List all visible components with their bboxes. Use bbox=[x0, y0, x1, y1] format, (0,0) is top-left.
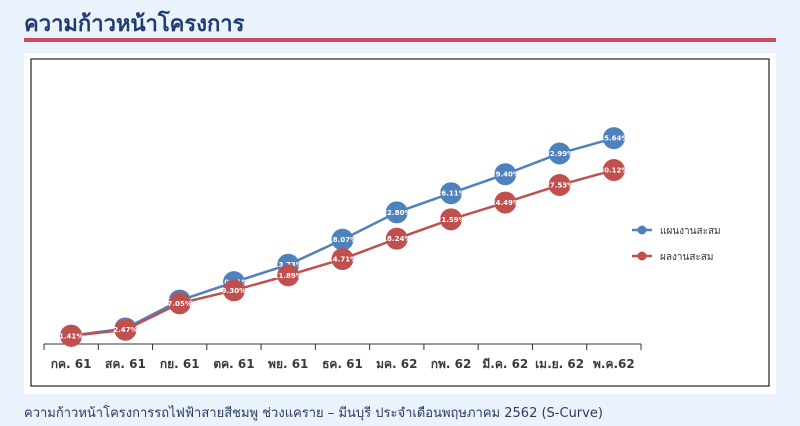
chart-caption: ความก้าวหน้าโครงการรถไฟฟ้าสายสีชมพู ช่วง… bbox=[24, 406, 603, 421]
x-tick-label: พ.ค.62 bbox=[593, 357, 635, 371]
series-points: 1.46%2.69%7.52%10.71%13.73%18.07%22.80%2… bbox=[59, 127, 628, 347]
data-label: 7.05% bbox=[168, 300, 192, 308]
data-point bbox=[168, 292, 191, 315]
x-tick-label: พย. 61 bbox=[268, 357, 308, 371]
data-point bbox=[331, 228, 354, 251]
data-label: 22.80% bbox=[382, 209, 411, 217]
x-tick-label: สค. 61 bbox=[105, 357, 146, 371]
data-point bbox=[440, 182, 463, 205]
data-point bbox=[114, 318, 137, 341]
data-point bbox=[494, 191, 517, 214]
x-tick-label: กค. 61 bbox=[51, 357, 92, 371]
legend-label: ผลงานสะสม bbox=[660, 252, 714, 263]
legend-marker bbox=[637, 251, 647, 261]
data-point bbox=[385, 201, 408, 224]
data-point bbox=[222, 279, 245, 302]
x-tick-label: มค. 62 bbox=[376, 357, 417, 371]
data-label: 14.71% bbox=[328, 256, 357, 264]
data-label: 26.11% bbox=[436, 190, 465, 198]
x-tick-label: ตค. 61 bbox=[213, 357, 254, 371]
x-tick-label: ธค. 61 bbox=[322, 357, 363, 371]
data-label: 21.59% bbox=[436, 216, 465, 224]
x-tick-label: มี.ค. 62 bbox=[482, 357, 528, 371]
x-axis: กค. 61 สค. 61 กย. 61 ตค. 61 พย. 61 ธค. 61 มค. … bbox=[43, 343, 642, 371]
data-point bbox=[60, 324, 83, 347]
data-label: 2.47% bbox=[113, 326, 137, 334]
plot-border bbox=[30, 58, 770, 387]
data-label: 11.89% bbox=[274, 272, 303, 280]
data-label: 18.07% bbox=[328, 236, 357, 244]
data-label: 29.40% bbox=[491, 171, 520, 179]
page-title: ความก้าวหน้าโครงการ bbox=[24, 12, 245, 37]
data-label: 27.53% bbox=[545, 182, 574, 190]
x-tick-label: กพ. 62 bbox=[431, 357, 472, 371]
data-label: 9.30% bbox=[222, 287, 246, 295]
data-label: 24.49% bbox=[491, 199, 520, 207]
data-point bbox=[548, 142, 571, 165]
title-divider bbox=[24, 38, 776, 42]
data-point bbox=[494, 163, 517, 186]
data-label: 30.12% bbox=[599, 167, 628, 175]
data-label: 18.24% bbox=[382, 235, 411, 243]
data-label: 35.64% bbox=[599, 135, 628, 143]
s-curve-chart: กค. 61 สค. 61 กย. 61 ตค. 61 พย. 61 ธค. 61 มค. … bbox=[30, 58, 770, 387]
data-label: 1.41% bbox=[59, 332, 83, 340]
data-point bbox=[440, 208, 463, 231]
data-point bbox=[331, 248, 354, 271]
data-point bbox=[548, 174, 571, 197]
data-label: 32.99% bbox=[545, 150, 574, 158]
x-tick-label: เม.ย. 62 bbox=[535, 357, 584, 371]
data-point bbox=[277, 264, 300, 287]
data-point bbox=[602, 159, 625, 182]
legend-label: แผนงานสะสม bbox=[660, 226, 721, 237]
data-point bbox=[602, 127, 625, 150]
data-point bbox=[385, 227, 408, 250]
legend-marker bbox=[637, 225, 647, 235]
chart-frame: กค. 61 สค. 61 กย. 61 ตค. 61 พย. 61 ธค. 61 มค. … bbox=[24, 53, 776, 394]
x-tick-label: กย. 61 bbox=[160, 357, 200, 371]
